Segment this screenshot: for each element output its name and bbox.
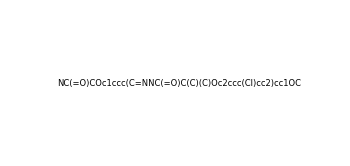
Text: NC(=O)COc1ccc(C=NNC(=O)C(C)(C)Oc2ccc(Cl)cc2)cc1OC: NC(=O)COc1ccc(C=NNC(=O)C(C)(C)Oc2ccc(Cl)… [57,79,301,88]
